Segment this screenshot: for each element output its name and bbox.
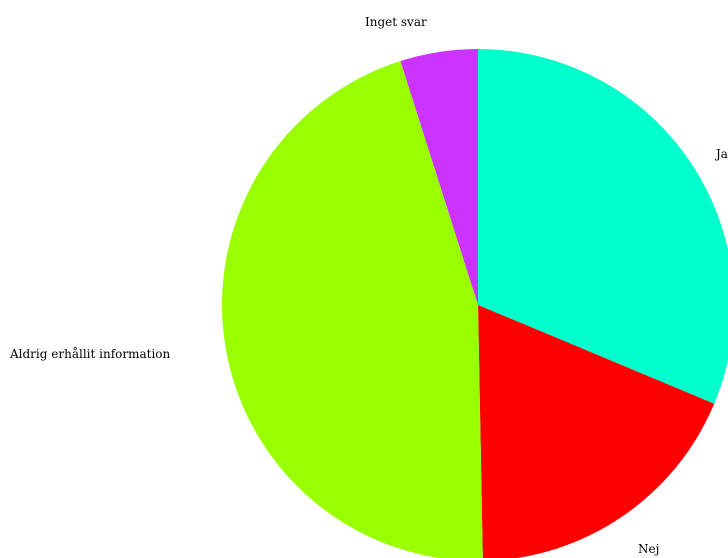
pie-labels: Ja Nej Aldrig erhållit information Inget sv…	[9, 15, 728, 556]
slice-label: Inget svar	[365, 15, 427, 29]
pie-slice-aldrig-erhållit-information	[222, 61, 483, 558]
slice-label: Ja	[714, 147, 728, 161]
slice-label: Nej	[638, 542, 659, 556]
pie-slice-inget-svar	[400, 49, 478, 305]
pie-slices	[222, 49, 728, 558]
pie-slice-ja	[478, 49, 728, 404]
pie-slice-nej	[478, 305, 715, 558]
slice-label: Aldrig erhållit information	[9, 346, 171, 361]
